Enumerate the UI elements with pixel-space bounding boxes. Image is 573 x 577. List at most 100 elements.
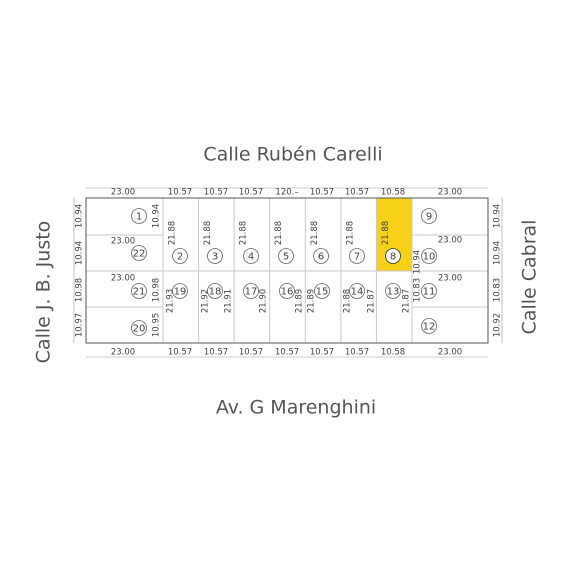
dimension-label: 10.57 bbox=[168, 348, 192, 358]
street-name: Calle Rubén Carelli bbox=[203, 144, 382, 166]
dimension-label: 10.83 bbox=[493, 278, 503, 302]
lot-number: 1 bbox=[136, 212, 142, 223]
dimension-label: 21.87 bbox=[402, 289, 412, 313]
lot-marker bbox=[421, 318, 437, 334]
dimension-label: 21.90 bbox=[259, 289, 269, 313]
dimension-label: 10.57 bbox=[310, 188, 334, 198]
dimension-label: 10.98 bbox=[152, 278, 162, 302]
lot-marker bbox=[243, 248, 259, 264]
dimension-label: 21.88 bbox=[274, 221, 284, 245]
dimension-label: 10.94 bbox=[152, 204, 162, 228]
lot-marker bbox=[279, 283, 295, 299]
lot-number: 22 bbox=[133, 249, 146, 260]
dimension-label: 10.57 bbox=[239, 348, 263, 358]
lot-number: 16 bbox=[281, 287, 294, 298]
dimension-label: 10.92 bbox=[493, 313, 503, 337]
lot-marker bbox=[421, 283, 437, 299]
lot-number: 5 bbox=[283, 252, 289, 263]
dimension-label: 120.– bbox=[275, 188, 298, 198]
lot-number: 6 bbox=[318, 252, 324, 263]
street-name: Av. G Marenghini bbox=[216, 397, 376, 419]
lot-number: 14 bbox=[351, 287, 364, 298]
lot-number: 4 bbox=[248, 252, 254, 263]
lot-number: 19 bbox=[174, 287, 187, 298]
lot-number: 15 bbox=[316, 287, 329, 298]
dimension-label: 10.94 bbox=[493, 241, 503, 265]
lot-marker bbox=[278, 248, 294, 264]
dimension-label: 21.88 bbox=[168, 221, 178, 245]
dimension-label: 21.88 bbox=[310, 221, 320, 245]
dimension-label: 21.89 bbox=[307, 289, 317, 313]
lot-marker bbox=[131, 320, 147, 336]
dimension-label: 23.00 bbox=[111, 348, 135, 358]
lot-marker bbox=[385, 283, 401, 299]
dimension-label: 10.94 bbox=[75, 204, 85, 228]
street-name: Calle J. B. Justo bbox=[33, 221, 55, 364]
dimension-label: 23.00 bbox=[438, 188, 462, 198]
dimension-label: 21.88 bbox=[345, 221, 355, 245]
lot-marker bbox=[207, 283, 223, 299]
lot-marker bbox=[131, 208, 147, 224]
lot-number: 21 bbox=[133, 287, 146, 298]
dimension-label: 21.87 bbox=[367, 289, 377, 313]
dimension-label: 10.83 bbox=[413, 278, 423, 302]
lot-number: 17 bbox=[245, 287, 258, 298]
lot-number: 20 bbox=[133, 324, 146, 335]
lot-marker bbox=[421, 208, 437, 224]
lot-marker bbox=[385, 248, 401, 264]
dimension-label: 10.57 bbox=[239, 188, 263, 198]
dimension-label: 23.00 bbox=[111, 274, 135, 284]
dimension-label: 23.00 bbox=[438, 348, 462, 358]
lot-number: 7 bbox=[354, 252, 360, 263]
dimension-label: 10.57 bbox=[204, 348, 228, 358]
lot-number: 11 bbox=[423, 287, 436, 298]
lot-marker bbox=[421, 248, 437, 264]
lot-number: 3 bbox=[212, 252, 218, 263]
dimension-label: 21.88 bbox=[239, 221, 249, 245]
dimension-label: 23.00 bbox=[438, 274, 462, 284]
dimension-label: 21.88 bbox=[381, 221, 391, 245]
dimension-label: 23.00 bbox=[111, 188, 135, 198]
lot-number: 2 bbox=[177, 252, 183, 263]
dimension-label: 10.58 bbox=[381, 188, 405, 198]
dimension-label: 10.94 bbox=[413, 250, 423, 274]
lot-marker bbox=[131, 245, 147, 261]
dimension-label: 10.98 bbox=[75, 278, 85, 302]
lot-marker bbox=[172, 248, 188, 264]
dimension-label: 21.93 bbox=[166, 289, 176, 313]
lot-lines bbox=[86, 198, 488, 343]
dimension-label: 21.91 bbox=[224, 289, 234, 313]
dimension-label: 10.97 bbox=[75, 313, 85, 337]
dimension-label: 21.88 bbox=[343, 289, 353, 313]
lot-number: 10 bbox=[423, 252, 436, 263]
dimension-label: 10.58 bbox=[381, 348, 405, 358]
dimension-label: 21.88 bbox=[203, 221, 213, 245]
dimension-label: 10.57 bbox=[345, 348, 369, 358]
dimension-label: 23.00 bbox=[438, 236, 462, 246]
street-name: Calle Cabral bbox=[519, 220, 541, 335]
lot-number: 9 bbox=[426, 212, 432, 223]
dimension-label: 21.89 bbox=[295, 289, 305, 313]
lot-marker bbox=[313, 248, 329, 264]
dimension-label: 23.00 bbox=[111, 237, 135, 247]
dimension-label: 10.57 bbox=[204, 188, 228, 198]
lot-marker bbox=[349, 248, 365, 264]
lot-marker bbox=[349, 283, 365, 299]
lot-number: 8 bbox=[390, 252, 396, 263]
lot-marker bbox=[172, 283, 188, 299]
dimension-lines bbox=[73, 187, 503, 358]
dimension-label: 10.95 bbox=[152, 313, 162, 337]
lot-marker bbox=[131, 283, 147, 299]
dimension-label: 10.94 bbox=[75, 241, 85, 265]
dimension-label: 21.92 bbox=[201, 289, 211, 313]
dimension-label: 10.57 bbox=[310, 348, 334, 358]
lot-number: 13 bbox=[387, 287, 400, 298]
dimension-label: 10.57 bbox=[345, 188, 369, 198]
block-border bbox=[85, 197, 489, 344]
lot-marker bbox=[314, 283, 330, 299]
lot-marker bbox=[243, 283, 259, 299]
lot-number: 18 bbox=[209, 287, 222, 298]
lot-marker bbox=[207, 248, 223, 264]
dimension-label: 10.94 bbox=[493, 204, 503, 228]
